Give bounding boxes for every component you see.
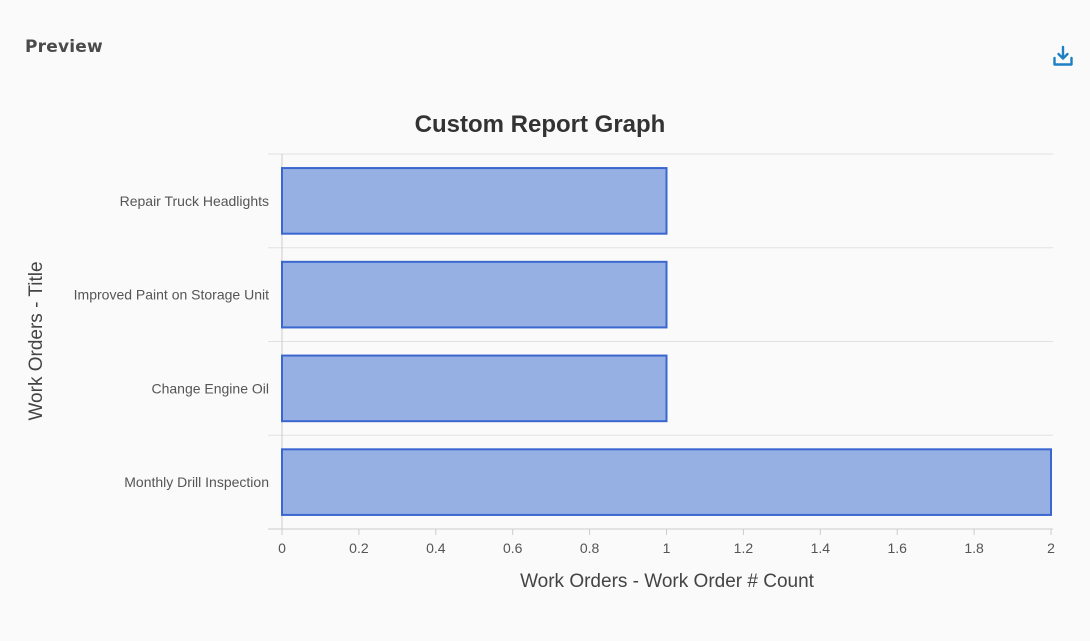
bar[interactable] bbox=[281, 354, 668, 423]
chart-title: Custom Report Graph bbox=[415, 111, 666, 138]
x-tick-label: 1.4 bbox=[811, 540, 831, 556]
x-axis-title: Work Orders - Work Order # Count bbox=[520, 571, 815, 592]
category-label: Change Engine Oil bbox=[151, 380, 269, 396]
x-tick-label: 1.6 bbox=[887, 540, 907, 556]
x-tick-label: 0.8 bbox=[580, 540, 600, 556]
x-tick-label: 0.2 bbox=[349, 540, 369, 556]
bar[interactable] bbox=[281, 448, 1052, 516]
bar[interactable] bbox=[281, 260, 668, 329]
category-label: Repair Truck Headlights bbox=[120, 193, 269, 209]
x-tick-label: 1.8 bbox=[964, 540, 984, 556]
x-tick-labels: 0 0.2 0.4 0.6 0.8 1 1.2 1.4 1.6 1.8 2 bbox=[278, 529, 1055, 556]
bar[interactable] bbox=[281, 167, 668, 235]
category-label: Improved Paint on Storage Unit bbox=[74, 287, 269, 303]
x-tick-label: 0.6 bbox=[503, 540, 523, 556]
category-label: Monthly Drill Inspection bbox=[124, 474, 269, 490]
x-tick-label: 1.2 bbox=[734, 540, 754, 556]
bars bbox=[281, 167, 1052, 516]
x-tick-label: 0 bbox=[278, 540, 286, 556]
download-icon bbox=[1053, 45, 1073, 66]
y-axis-title: Work Orders - Title bbox=[26, 261, 47, 420]
download-button[interactable] bbox=[1050, 43, 1076, 69]
preview-title: Preview bbox=[25, 37, 103, 57]
x-tick-label: 2 bbox=[1047, 540, 1055, 556]
category-labels: Repair Truck Headlights Improved Paint on… bbox=[74, 193, 269, 490]
x-tick-label: 1 bbox=[663, 540, 671, 556]
x-tick-label: 0.4 bbox=[426, 540, 446, 556]
